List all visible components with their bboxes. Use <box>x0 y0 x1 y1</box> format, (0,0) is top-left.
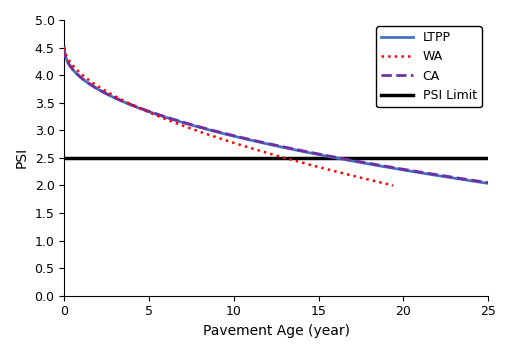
Legend: LTPP, WA, CA, PSI Limit: LTPP, WA, CA, PSI Limit <box>377 26 482 107</box>
X-axis label: Pavement Age (year): Pavement Age (year) <box>203 324 350 338</box>
Y-axis label: PSI: PSI <box>15 147 29 168</box>
